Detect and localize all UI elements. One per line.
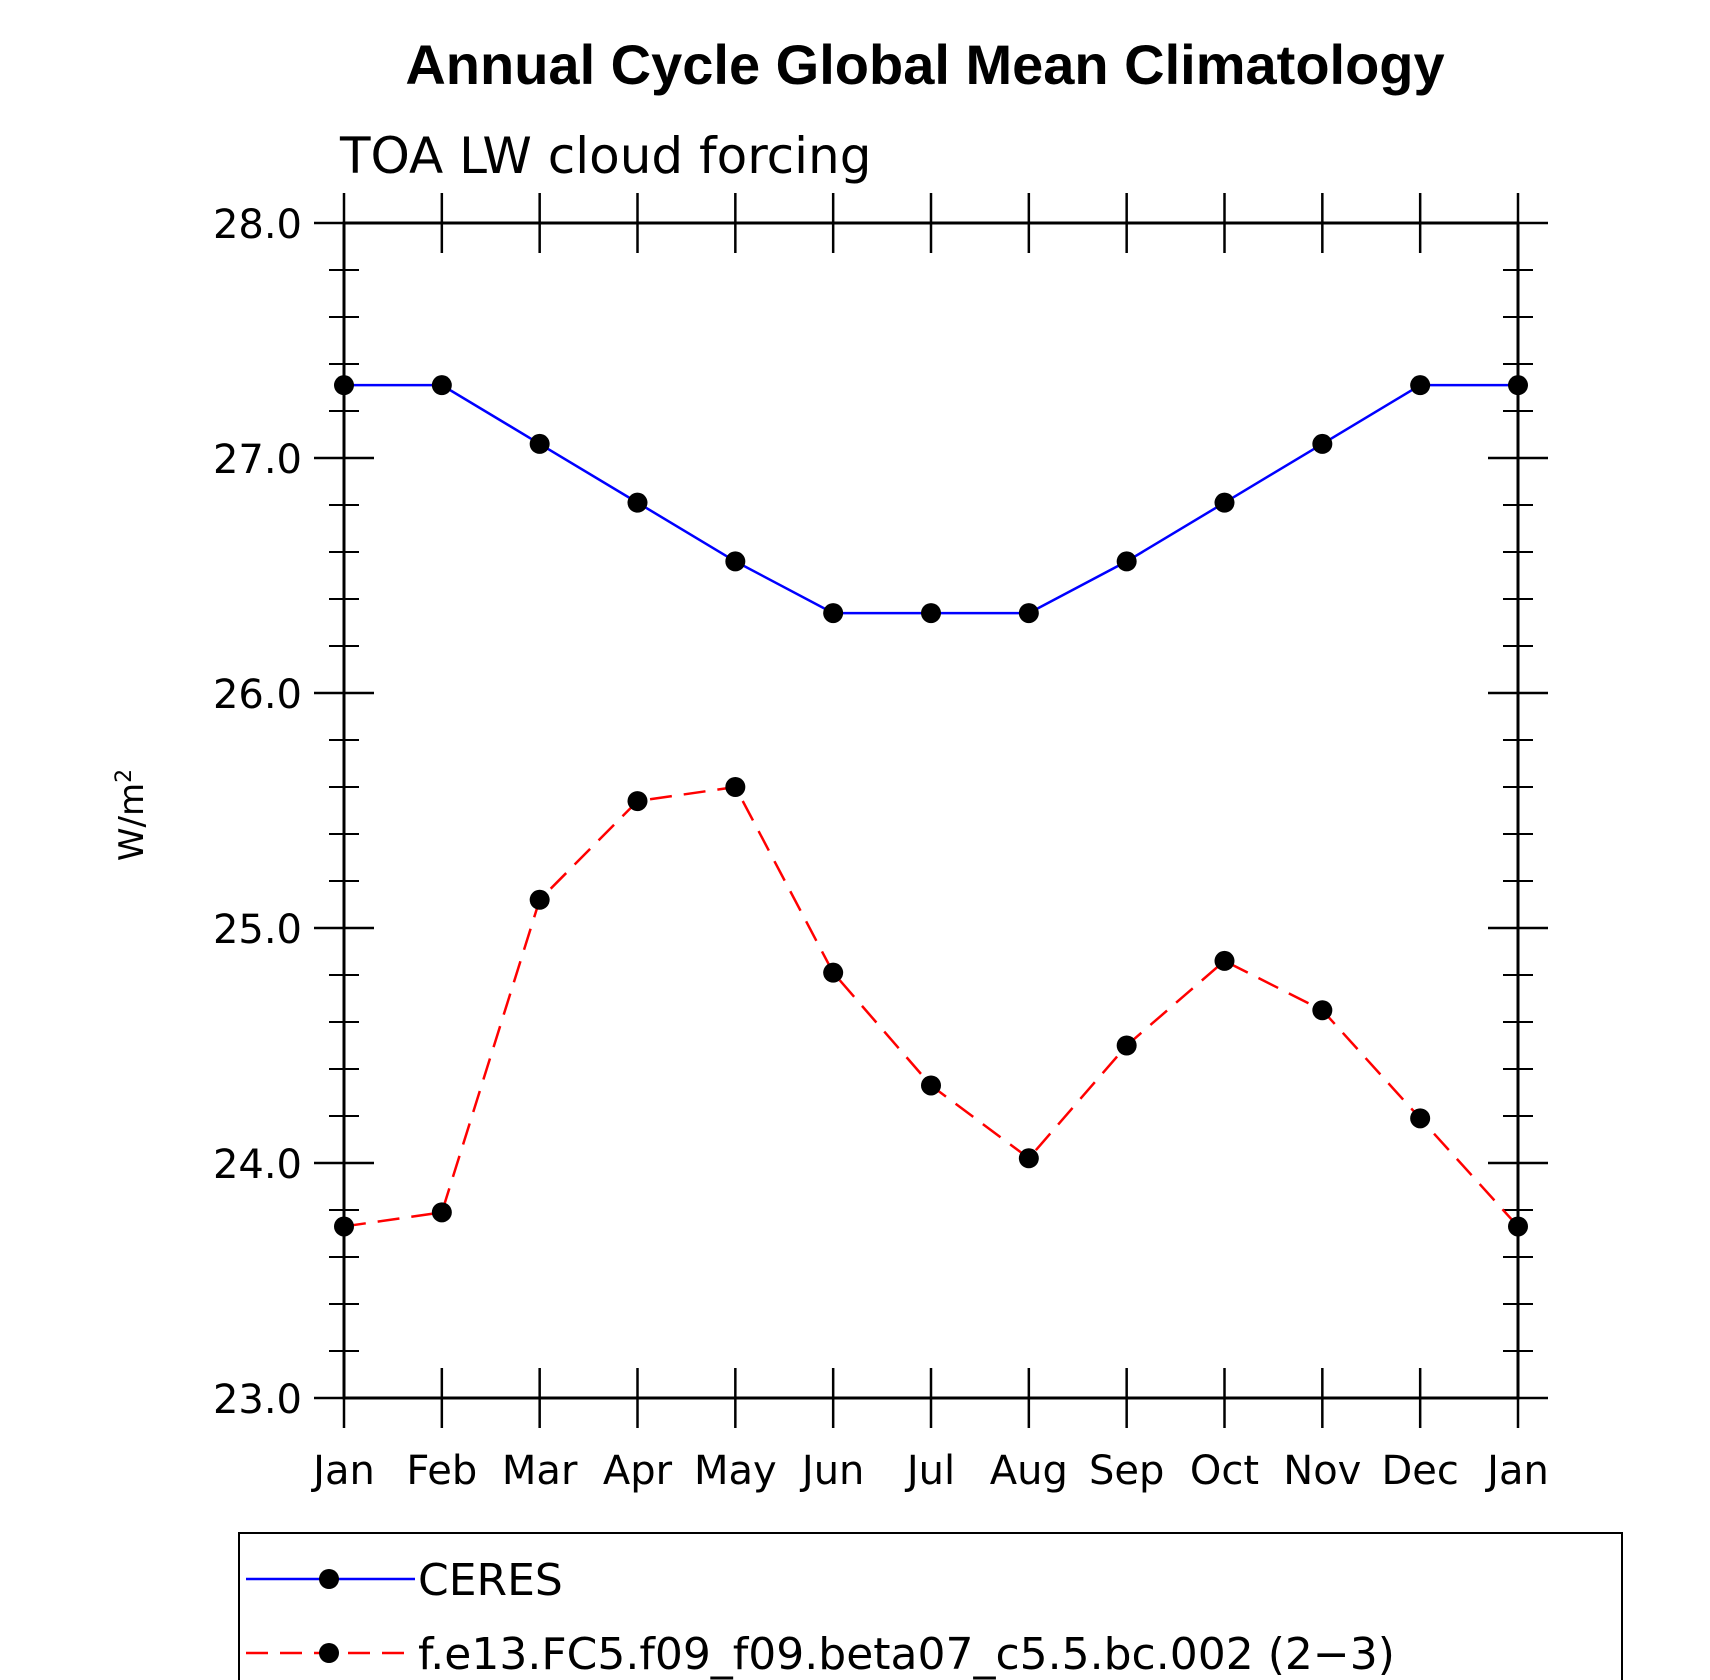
x-tick-label: Oct <box>1190 1448 1259 1494</box>
x-tick-label: Jun <box>799 1448 865 1494</box>
legend-box <box>238 1532 1623 1680</box>
series-1-point <box>1018 603 1039 624</box>
y-tick-label: 26.0 <box>213 672 302 718</box>
axes: 23.0 24.0 25.0 26.0 27.0 28.0 Jan Feb Mar Apr May J… <box>213 193 1549 1494</box>
series-1-line <box>344 383 1518 615</box>
series-2-point <box>529 889 550 910</box>
y-tick-label: 25.0 <box>213 907 302 953</box>
series-2-point <box>627 791 648 812</box>
series-2-point <box>1508 1216 1528 1237</box>
x-tick-label: Jan <box>310 1448 375 1494</box>
series-2-point <box>1410 1108 1431 1129</box>
series-1-point <box>725 551 746 572</box>
y-tick-label: 23.0 <box>213 1377 302 1423</box>
legend-swatch-marker <box>319 1569 339 1589</box>
legend-swatch-marker <box>319 1643 339 1663</box>
series-2-line <box>343 785 1519 1228</box>
y-tick-label: 27.0 <box>213 437 302 483</box>
legend-label: CERES <box>418 1555 563 1606</box>
plot-frame <box>342 221 1520 1400</box>
x-tick-label: Feb <box>406 1448 477 1494</box>
y-axis-label-superscript: 2 <box>112 769 137 783</box>
x-tick-label: May <box>694 1448 777 1494</box>
series-2-point <box>725 777 746 797</box>
series-2 <box>334 777 1528 1237</box>
series-1 <box>334 375 1528 624</box>
x-tick-label: Jan <box>1484 1448 1549 1494</box>
series-1-point <box>431 375 452 396</box>
series-2-point <box>334 1216 354 1237</box>
series-1-point <box>334 375 354 396</box>
series-2-point <box>431 1202 452 1223</box>
series-2-point <box>1116 1035 1137 1056</box>
series-group <box>334 375 1528 1237</box>
series-1-point <box>823 603 844 624</box>
x-tick-label: Sep <box>1089 1448 1164 1494</box>
x-tick-label: Jul <box>904 1448 955 1494</box>
legend-label: f.e13.FC5.f09_f09.beta07_c5.5.bc.002 (2−… <box>418 1629 1395 1680</box>
series-1-point <box>1116 551 1137 572</box>
chart-title: Annual Cycle Global Mean Climatology <box>405 33 1444 96</box>
series-1-point <box>627 492 648 513</box>
y-axis-label: W/m2 <box>112 769 152 861</box>
y-axis-label-unit: W/m <box>112 783 152 861</box>
series-2-point <box>1214 950 1235 971</box>
x-tick-label: Mar <box>502 1448 578 1494</box>
x-tick-label: Aug <box>990 1448 1068 1494</box>
y-tick-label: 24.0 <box>213 1142 302 1188</box>
series-1-point <box>1312 433 1333 454</box>
y-tick-label: 28.0 <box>213 202 302 248</box>
x-tick-label: Apr <box>603 1448 673 1494</box>
series-2-point <box>1018 1148 1039 1169</box>
x-tick-label: Dec <box>1381 1448 1458 1494</box>
series-1-point <box>529 433 550 454</box>
series-1-point <box>1410 375 1431 396</box>
series-1-point <box>921 603 941 624</box>
series-2-point <box>823 962 844 983</box>
x-tick-label: Nov <box>1283 1448 1361 1494</box>
chart-subtitle: TOA LW cloud forcing <box>339 127 871 185</box>
legend: CERES f.e13.FC5.f09_f09.beta07_c5.5.bc.00… <box>238 1532 1623 1680</box>
series-1-point <box>1508 375 1528 396</box>
series-1-point <box>1214 492 1235 513</box>
series-2-point <box>921 1075 941 1096</box>
series-2-point <box>1312 1000 1333 1021</box>
